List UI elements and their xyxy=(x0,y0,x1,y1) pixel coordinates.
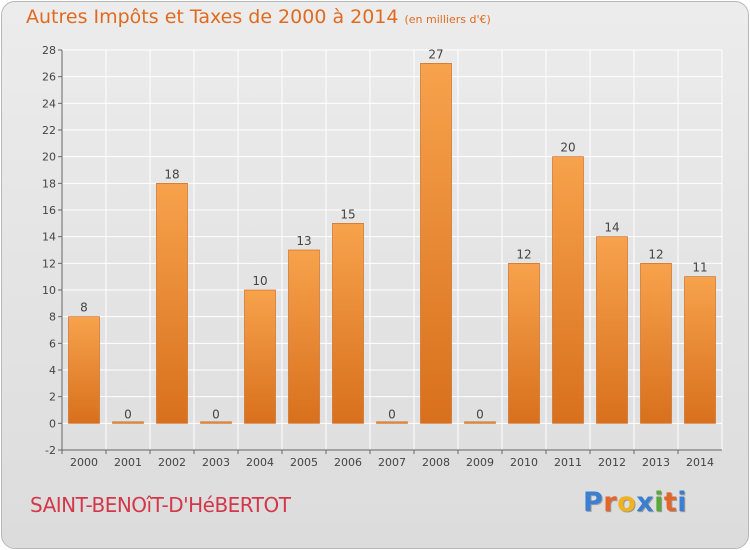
data-label: 0 xyxy=(124,407,132,421)
x-tick-label: 2012 xyxy=(598,456,626,469)
x-tick-label: 2008 xyxy=(422,456,450,469)
bar xyxy=(508,263,540,424)
commune-name: SAINT-BENOîT-D'HéBERTOT xyxy=(30,493,291,517)
data-label: 14 xyxy=(604,221,619,235)
y-tick-label: 12 xyxy=(42,257,56,270)
y-tick-label: 28 xyxy=(42,44,56,57)
y-tick-label: 14 xyxy=(42,231,56,244)
data-label: 12 xyxy=(648,247,663,261)
x-tick-label: 2006 xyxy=(334,456,362,469)
data-label: 27 xyxy=(428,47,443,61)
bar xyxy=(420,63,452,424)
data-label: 12 xyxy=(516,247,531,261)
logo-letter: i xyxy=(654,487,664,518)
data-label: 0 xyxy=(212,407,220,421)
x-tick-label: 2005 xyxy=(290,456,318,469)
bar xyxy=(640,263,672,424)
logo-letter: t xyxy=(663,487,678,518)
x-tick-label: 2009 xyxy=(466,456,494,469)
logo-letter: o xyxy=(617,487,637,518)
y-tick-label: 22 xyxy=(42,124,56,137)
data-labels: 8 0 18 0 10 13 15 0 27 0 12 20 14 12 11 xyxy=(80,47,707,421)
y-tick-label: -2 xyxy=(45,444,56,457)
bar xyxy=(112,421,144,424)
x-tick-label: 2003 xyxy=(202,456,230,469)
logo-letter: r xyxy=(603,487,618,518)
data-label: 15 xyxy=(340,207,355,221)
y-tick-label: 2 xyxy=(49,391,56,404)
x-tick-label: 2007 xyxy=(378,456,406,469)
data-label: 10 xyxy=(252,274,267,288)
chart-title: Autres Impôts et Taxes de 2000 à 2014 xyxy=(26,6,399,28)
bar xyxy=(332,223,364,424)
x-tick-label: 2002 xyxy=(158,456,186,469)
data-label: 18 xyxy=(164,167,179,181)
bar xyxy=(552,156,584,424)
y-tick-label: 16 xyxy=(42,204,56,217)
y-tick-label: 18 xyxy=(42,177,56,190)
y-tick-label: 4 xyxy=(49,364,56,377)
bar xyxy=(156,183,188,424)
y-tick-label: 24 xyxy=(42,97,56,110)
logo-letter: P xyxy=(583,487,604,518)
bar xyxy=(68,316,100,424)
x-tick-label: 2013 xyxy=(642,456,670,469)
y-tick-label: 10 xyxy=(42,284,56,297)
y-tick-label: 0 xyxy=(49,417,56,430)
y-tick-label: 26 xyxy=(42,71,56,84)
x-tick-label: 2004 xyxy=(246,456,274,469)
y-tick-label: 6 xyxy=(49,337,56,350)
chart-title-block: Autres Impôts et Taxes de 2000 à 2014 (en… xyxy=(26,6,491,28)
bar xyxy=(464,421,496,424)
logo-letter: i xyxy=(677,487,688,518)
logo-letter: x xyxy=(636,487,655,518)
data-label: 11 xyxy=(692,261,707,275)
bar xyxy=(244,289,276,424)
x-tick-label: 2000 xyxy=(70,456,98,469)
data-label: 8 xyxy=(80,301,88,315)
bar xyxy=(596,236,628,424)
data-label: 0 xyxy=(476,407,484,421)
x-tick-label: 2010 xyxy=(510,456,538,469)
bars xyxy=(68,63,716,424)
bar xyxy=(376,421,408,424)
x-tick-label: 2011 xyxy=(554,456,582,469)
chart-subtitle: (en milliers d'€) xyxy=(404,13,491,26)
data-label: 20 xyxy=(560,141,575,155)
y-tick-label: 20 xyxy=(42,151,56,164)
y-tick-label: 8 xyxy=(49,311,56,324)
bar xyxy=(288,249,320,424)
data-label: 0 xyxy=(388,407,396,421)
x-tick-label: 2014 xyxy=(686,456,714,469)
bar xyxy=(200,421,232,424)
proxiti-logo: Proxiti xyxy=(583,487,687,518)
data-label: 13 xyxy=(296,234,311,248)
bar xyxy=(684,276,716,424)
x-tick-label: 2001 xyxy=(114,456,142,469)
